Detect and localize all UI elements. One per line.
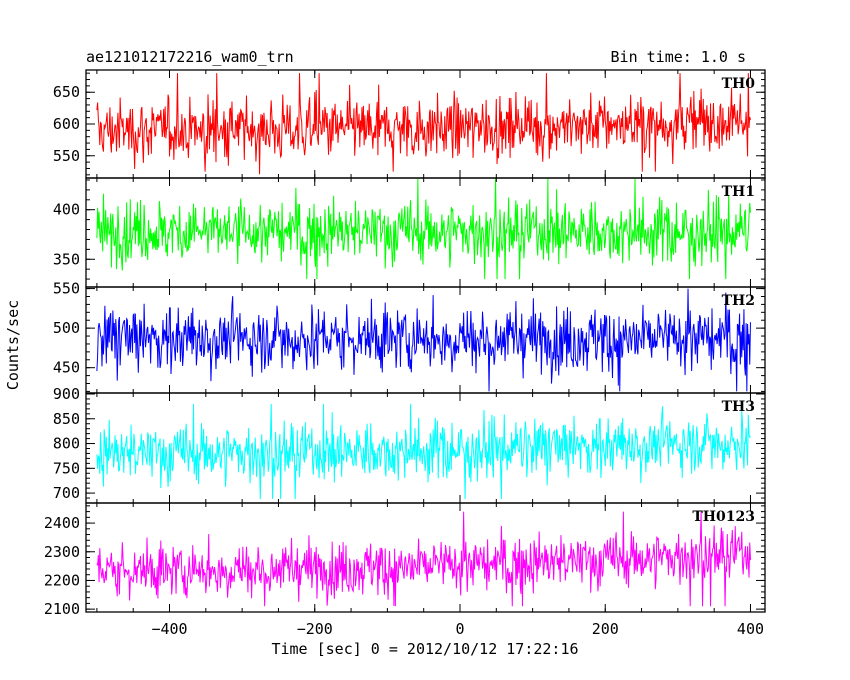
y-tick-label: 400: [53, 201, 80, 219]
y-tick-label: 350: [53, 250, 80, 268]
y-tick-label: 2300: [44, 543, 80, 561]
panel-label-th0: TH0: [722, 76, 756, 92]
y-tick-label: 500: [53, 319, 80, 337]
y-tick-label: 550: [53, 147, 80, 165]
series-th0123: [96, 511, 751, 607]
panel-th0123: 2100 2200 2300 2400 TH0123: [44, 502, 766, 618]
series-th3: [96, 403, 751, 500]
x-tick-label: 0: [455, 620, 464, 638]
series-th2: [96, 288, 751, 392]
y-tick-label: 2100: [44, 600, 80, 618]
x-tick-label: 200: [592, 620, 619, 638]
x-axis-label: Time [sec] 0 = 2012/10/12 17:22:16: [271, 640, 578, 658]
y-tick-label: 750: [53, 459, 80, 477]
series-th1: [96, 178, 751, 280]
y-tick-label: 600: [53, 115, 80, 133]
y-tick-label: 900: [53, 385, 80, 403]
panel-th1: 350 400 TH1: [53, 177, 766, 288]
panel-label-th3: TH3: [722, 399, 755, 415]
bin-time-label: Bin time: 1.0 s: [611, 48, 746, 66]
y-axis-label: Counts/sec: [4, 300, 22, 390]
y-tick-label: 550: [53, 280, 80, 298]
panel-th0: 550 600 650 TH0: [53, 69, 766, 179]
panel-th3: 700 750 800 850 900 TH3: [53, 385, 766, 504]
panels: 550 600 650 TH0 350 400 TH1 450 500 550 TH2 700 750 8…: [44, 69, 766, 638]
y-tick-label: 850: [53, 410, 80, 428]
x-tick-label: 400: [737, 620, 764, 638]
panel-label-th1: TH1: [722, 184, 755, 200]
x-tick-label: −400: [151, 620, 187, 638]
y-tick-label: 2400: [44, 514, 80, 532]
y-tick-label: 700: [53, 484, 80, 502]
y-tick-label: 800: [53, 435, 80, 453]
panel-label-th0123: TH0123: [692, 509, 755, 525]
y-tick-label: 650: [53, 83, 80, 101]
y-tick-label: 450: [53, 359, 80, 377]
series-th0: [96, 73, 751, 175]
panel-th2: 450 500 550 TH2: [53, 280, 766, 394]
y-tick-label: 2200: [44, 571, 80, 589]
observation-title: ae121012172216_wam0_trn: [86, 48, 294, 66]
x-tick-label: −200: [297, 620, 333, 638]
panel-label-th2: TH2: [722, 293, 755, 309]
